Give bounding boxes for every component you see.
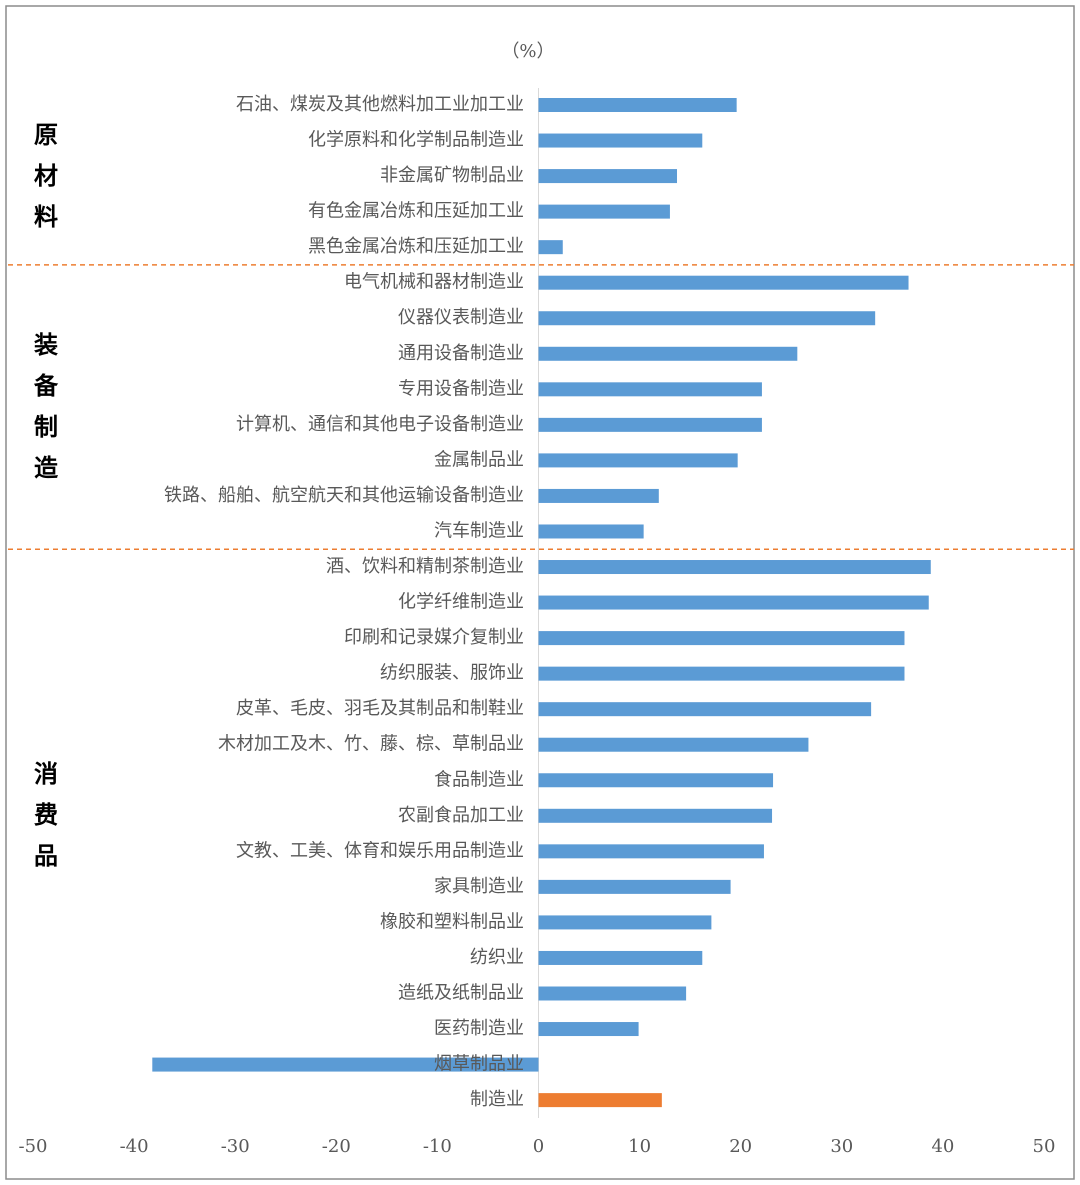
y-tick-label: 皮革、毛皮、羽毛及其制品和制鞋业 (236, 698, 524, 719)
y-tick-label: 酒、饮料和精制茶制造业 (326, 556, 524, 577)
bar (538, 417, 762, 432)
y-tick-label: 汽车制造业 (434, 520, 524, 541)
bar (538, 133, 703, 148)
bar (538, 169, 678, 184)
y-tick-label: 仪器仪表制造业 (398, 307, 524, 328)
x-tick-label: 20 (729, 1136, 752, 1157)
bar (538, 986, 687, 1001)
bar (538, 950, 703, 965)
frame (5, 5, 1075, 1180)
bar (538, 311, 876, 326)
x-tick-label: 10 (628, 1136, 651, 1157)
bar (538, 453, 738, 468)
y-tick-label: 橡胶和塑料制品业 (380, 911, 524, 932)
y-tick-label: 制造业 (470, 1089, 524, 1110)
x-tick-label: 40 (931, 1136, 954, 1157)
group-label: 原材料 (34, 120, 58, 231)
y-tick-label: 木材加工及木、竹、藤、棕、草制品业 (218, 734, 524, 755)
x-tick-label: -20 (322, 1136, 351, 1157)
bar (538, 773, 774, 788)
bar (538, 631, 905, 646)
y-tick-label: 非金属矿物制品业 (380, 165, 524, 186)
y-tick-label: 专用设备制造业 (398, 378, 524, 399)
y-tick-label: 电气机械和器材制造业 (344, 272, 524, 293)
bar (538, 879, 731, 894)
bar (538, 1022, 639, 1037)
y-tick-label: 化学原料和化学制品制造业 (308, 130, 524, 151)
bar (538, 737, 809, 752)
y-tick-label: 化学纤维制造业 (398, 592, 524, 613)
x-tick-label: 30 (830, 1136, 853, 1157)
bar (538, 1093, 662, 1108)
bar (538, 560, 931, 575)
x-tick-label: 50 (1033, 1136, 1056, 1157)
bar (538, 595, 929, 610)
bar (538, 844, 764, 859)
bar (538, 808, 773, 823)
bar (538, 204, 670, 219)
x-tick-label: -10 (423, 1136, 452, 1157)
y-tick-label: 铁路、船舶、航空航天和其他运输设备制造业 (164, 485, 524, 506)
x-tick-label: -40 (120, 1136, 149, 1157)
y-tick-label: 食品制造业 (434, 769, 524, 790)
bar (538, 346, 798, 361)
unit-label: （%） (501, 41, 554, 62)
bar (538, 98, 737, 112)
bar (538, 488, 659, 503)
y-tick-label: 家具制造业 (434, 876, 524, 897)
x-tick-label: -50 (19, 1136, 48, 1157)
y-tick-label: 石油、煤炭及其他燃料加工业加工业 (236, 94, 524, 115)
y-tick-label: 金属制品业 (434, 449, 524, 470)
bar (538, 915, 712, 930)
bar (538, 240, 563, 255)
y-tick-label: 农副食品加工业 (398, 805, 524, 826)
group-label: 消费品 (34, 760, 58, 871)
bar (538, 524, 644, 539)
group-label: 装备制造 (34, 331, 58, 483)
bar (538, 702, 872, 717)
y-tick-label: 通用设备制造业 (398, 343, 524, 364)
y-tick-label: 黑色金属冶炼和压延加工业 (308, 236, 524, 257)
y-tick-label: 计算机、通信和其他电子设备制造业 (236, 414, 524, 435)
bar (538, 666, 905, 681)
x-tick-label: -30 (221, 1136, 250, 1157)
y-tick-label: 纺织服装、服饰业 (380, 663, 524, 684)
y-tick-label: 有色金属冶炼和压延加工业 (308, 201, 524, 222)
y-tick-label: 印刷和记录媒介复制业 (344, 627, 524, 648)
y-tick-label: 文教、工美、体育和娱乐用品制造业 (236, 840, 524, 861)
bar (538, 275, 909, 290)
y-tick-label: 造纸及纸制品业 (398, 983, 524, 1004)
x-tick-label: 0 (533, 1136, 544, 1157)
y-tick-label: 医药制造业 (434, 1018, 524, 1039)
bar (538, 382, 762, 397)
y-tick-label: 烟草制品业 (434, 1054, 524, 1075)
y-tick-label: 纺织业 (470, 947, 524, 968)
bar (152, 1057, 539, 1072)
